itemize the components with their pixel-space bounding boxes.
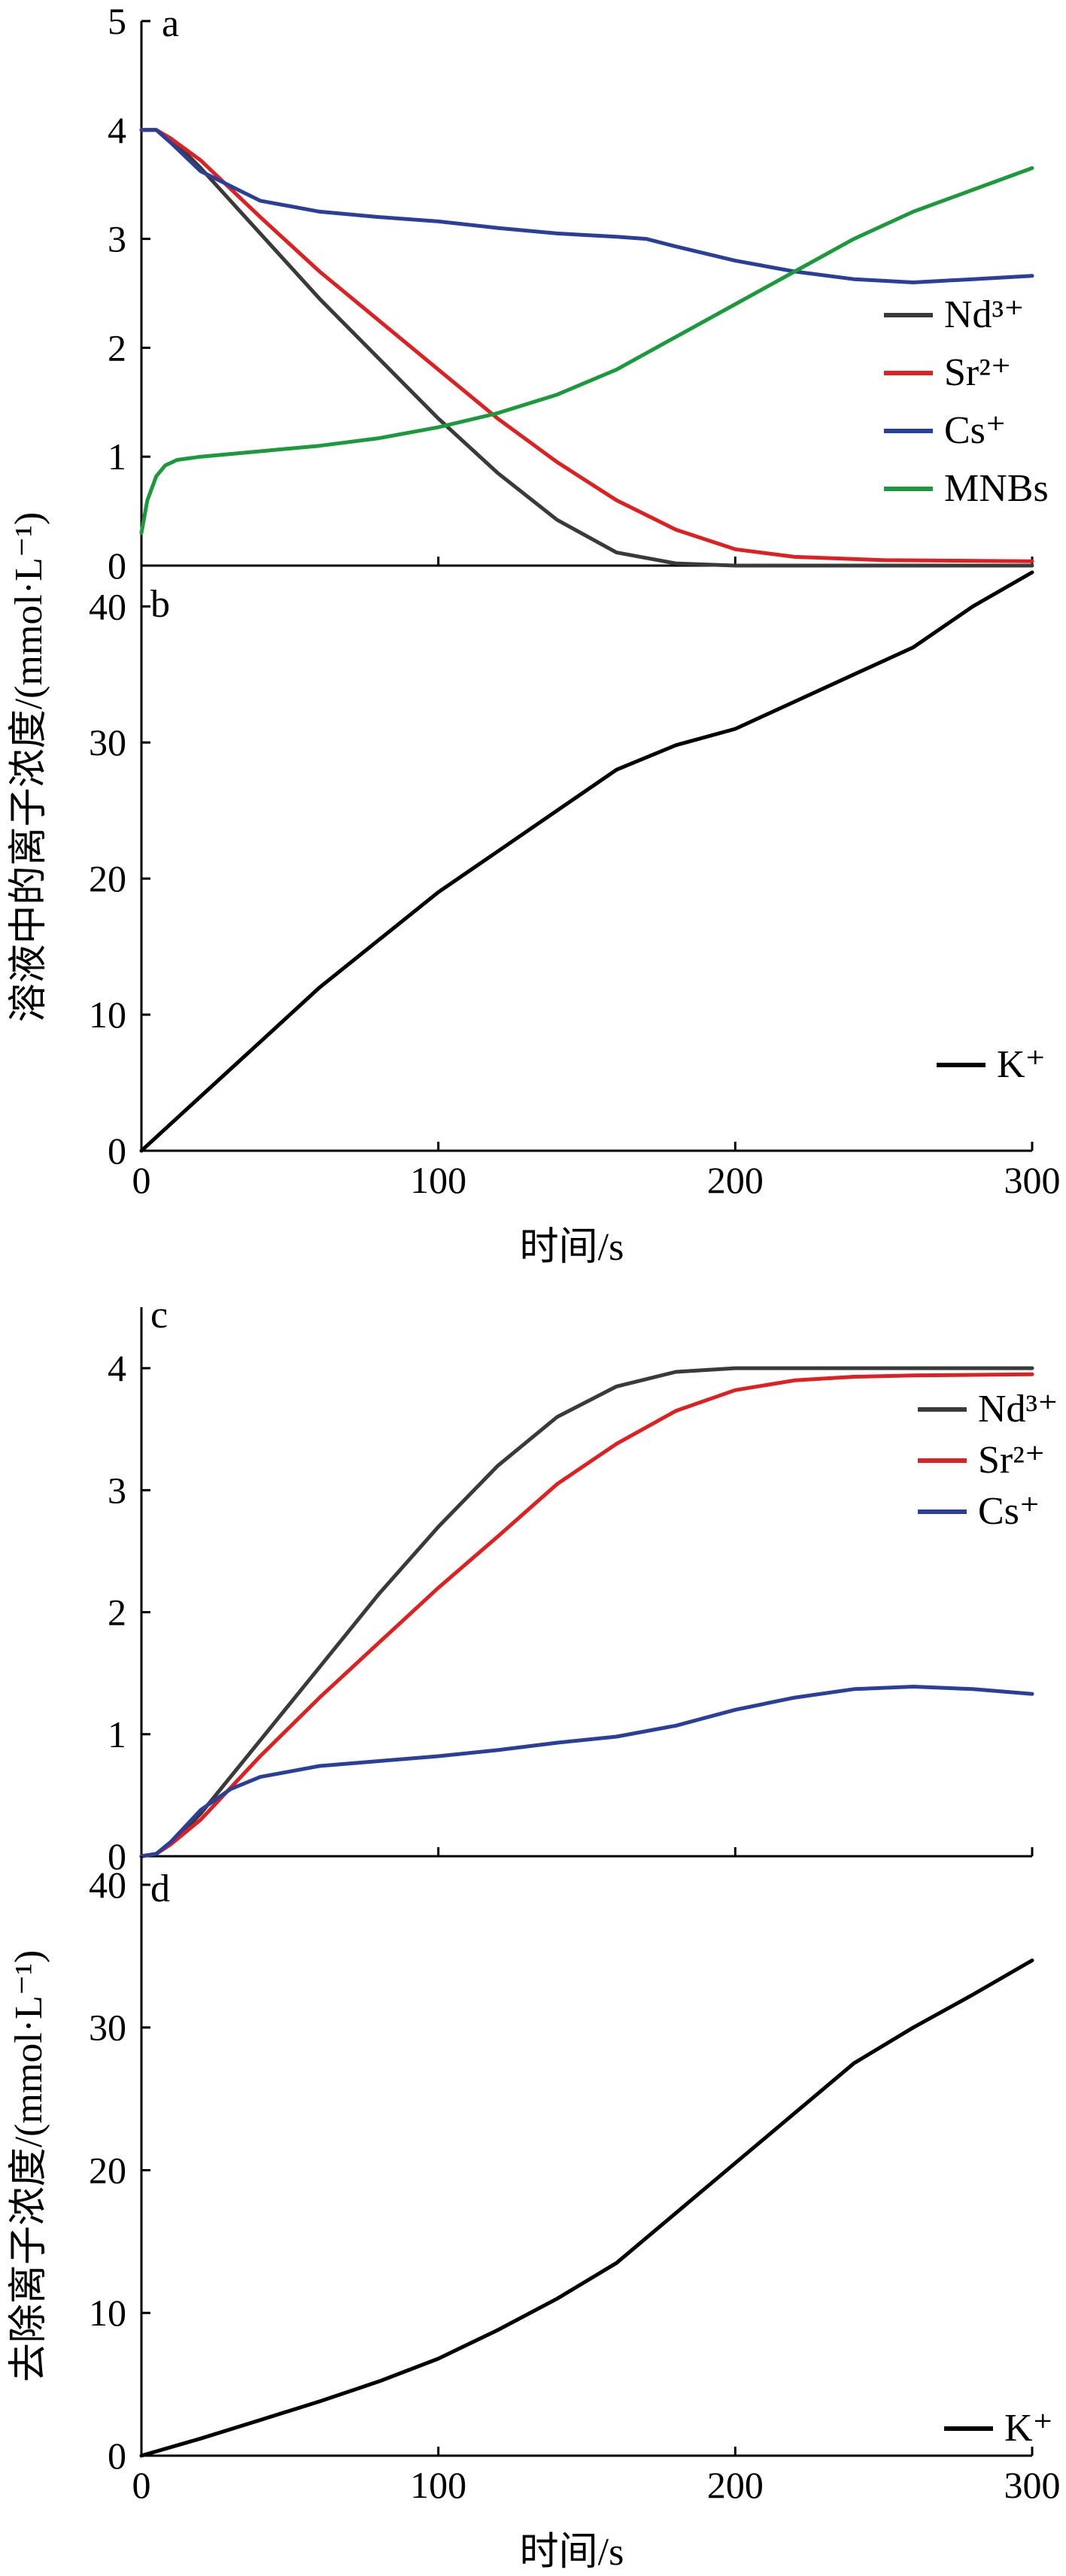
y-tick-label-d: 0 [108,2435,126,2477]
legend-label-a: Sr²⁺ [944,351,1011,394]
panel-label-d: d [150,1868,170,1910]
series-line-b [139,570,1034,1153]
series-line-a [139,128,1034,284]
legend-label-a: Cs⁺ [944,409,1006,452]
series-line-a [139,166,1034,536]
y-tick-label-d: 20 [89,2149,126,2191]
x-tick-label-b: 200 [707,1159,764,1201]
y-axis-label-top: 溶液中的离子浓度/(mmol·L⁻¹) [8,512,50,1023]
y-tick-label-b: 30 [89,721,126,763]
x-tick-label-d: 200 [707,2464,764,2506]
x-axis-label-bottom: 时间/s [520,2531,624,2574]
x-tick-label-d: 100 [410,2464,466,2506]
series-line-c [139,1372,1034,1858]
y-tick-label-b: 0 [108,1130,126,1172]
y-tick-label-c: 0 [108,1835,126,1877]
panel-label-a: a [162,2,179,45]
legend-label-a: Nd³⁺ [944,293,1025,336]
legend-label-c: Nd³⁺ [978,1388,1058,1431]
series-line-c [139,1366,1034,1858]
series-line-a [139,128,1034,568]
legend-label-c: Sr²⁺ [978,1439,1045,1482]
legend-label-b: K⁺ [997,1043,1046,1086]
y-tick-label-a: 3 [108,218,126,260]
y-tick-label-c: 3 [108,1469,126,1511]
series-line-d [139,1959,1034,2458]
y-tick-label-b: 40 [89,585,126,627]
y-tick-label-c: 1 [108,1713,126,1755]
y-tick-label-b: 10 [89,994,126,1036]
series-line-a [139,128,1034,563]
y-tick-label-a: 4 [108,109,126,151]
y-tick-label-a: 2 [108,326,126,369]
y-axis-label-bottom: 去除离子浓度/(mmol·L⁻¹) [8,1950,50,2383]
x-tick-label-d: 300 [1004,2464,1061,2506]
y-tick-label-c: 4 [108,1347,126,1389]
x-axis-label-top: 时间/s [520,1226,624,1269]
x-tick-label-b: 100 [410,1159,466,1201]
legend-label-d: K⁺ [1004,2407,1053,2450]
panel-d: 0 10 20 30 40 0 100 200 300 K⁺ [89,1856,1061,2506]
legend-label-a: MNBs [944,467,1049,510]
legend-label-c: Cs⁺ [978,1490,1040,1533]
panel-label-c: c [150,1294,168,1337]
y-tick-label-d: 40 [89,1864,126,1906]
y-tick-label-d: 30 [89,2007,126,2049]
panel-c: 0 1 2 3 4 Nd³⁺ Sr²⁺ Cs⁺ [108,1307,1058,1877]
x-tick-label-d: 0 [132,2464,151,2506]
panel-label-b: b [150,583,170,626]
y-tick-label-b: 20 [89,857,126,900]
panel-b: 0 10 20 30 40 0 100 200 300 K⁺ [89,566,1061,1201]
y-tick-label-d: 10 [89,2292,126,2334]
x-tick-label-b: 300 [1004,1159,1061,1201]
y-tick-label-c: 2 [108,1591,126,1634]
y-tick-label-a: 5 [108,0,126,42]
x-tick-label-b: 0 [132,1159,151,1201]
series-line-c [139,1685,1034,1858]
panel-a: 0 1 2 3 4 5 Nd³⁺ Sr²⁺ Cs⁺ MNBs [108,0,1049,587]
y-tick-label-a: 1 [108,435,126,478]
y-tick-label-a: 0 [108,545,126,587]
